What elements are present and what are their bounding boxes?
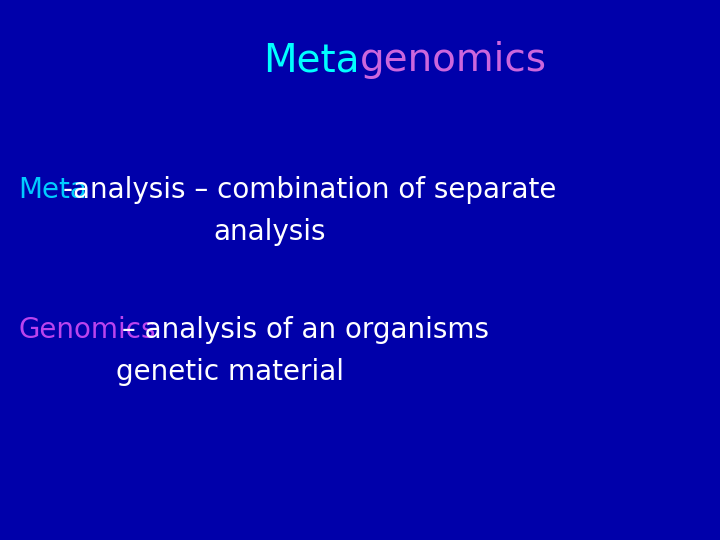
Text: genetic material: genetic material <box>116 358 344 386</box>
Text: analysis: analysis <box>214 218 326 246</box>
Text: -analysis – combination of separate: -analysis – combination of separate <box>63 176 557 204</box>
Text: Meta: Meta <box>18 176 87 204</box>
Text: – analysis of an organisms: – analysis of an organisms <box>113 316 489 344</box>
Text: Meta: Meta <box>264 41 360 79</box>
Text: genomics: genomics <box>360 41 547 79</box>
Text: Genomics: Genomics <box>18 316 156 344</box>
